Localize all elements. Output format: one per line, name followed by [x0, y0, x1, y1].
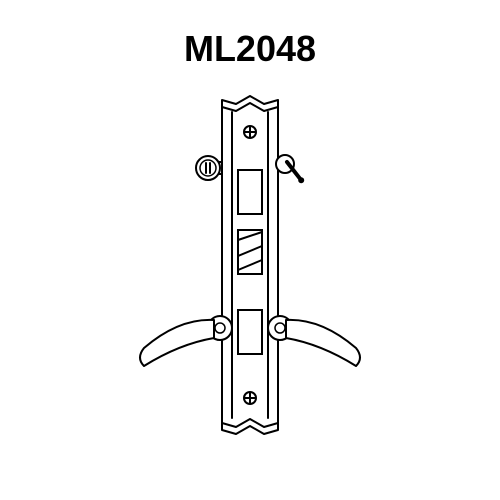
model-number-title: ML2048: [0, 28, 500, 70]
figure-container: ML2048: [0, 0, 500, 500]
lock-svg: [0, 90, 500, 470]
lock-diagram: [0, 90, 500, 470]
